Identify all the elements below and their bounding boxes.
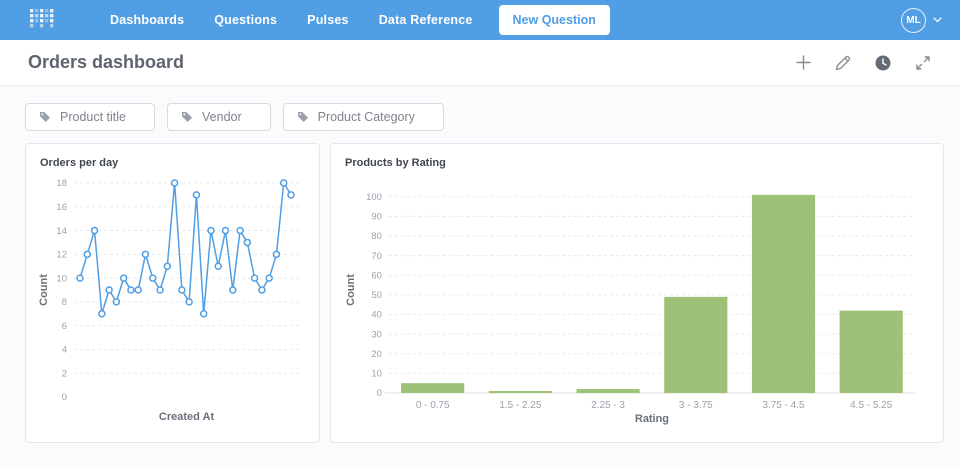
dashboard-grid: Orders per day 0 2 4 6 8 10 12 14 16 18 Created At… (0, 131, 960, 443)
add-icon[interactable] (794, 54, 812, 72)
edit-icon[interactable] (834, 54, 852, 72)
svg-text:3.75 - 4.5: 3.75 - 4.5 (762, 400, 805, 411)
svg-text:100: 100 (366, 192, 382, 203)
nav-item-questions[interactable]: Questions (214, 13, 278, 27)
svg-text:2: 2 (62, 368, 67, 379)
svg-text:0: 0 (377, 388, 382, 399)
user-menu[interactable]: ML (901, 7, 942, 33)
svg-text:90: 90 (371, 212, 382, 223)
svg-text:Count: Count (38, 274, 50, 306)
svg-text:40: 40 (371, 310, 382, 321)
header-actions (794, 54, 932, 72)
products-by-rating-bar-chart[interactable]: 0 10 20 30 40 50 60 70 80 90 100 Rating Count 0 - 0.7… (343, 171, 931, 425)
svg-text:0: 0 (62, 392, 67, 403)
svg-text:60: 60 (371, 270, 382, 281)
svg-text:1.5 - 2.25: 1.5 - 2.25 (499, 400, 542, 411)
metabase-logo[interactable] (30, 9, 54, 31)
filter-label: Product title (60, 110, 127, 124)
card-title: Orders per day (40, 157, 119, 169)
card-orders-per-day[interactable]: Orders per day 0 2 4 6 8 10 12 14 16 18 Created At… (25, 143, 320, 443)
svg-text:Rating: Rating (635, 413, 669, 425)
nav-links: Dashboards Questions Pulses Data Referen… (110, 13, 473, 27)
chevron-down-icon (933, 17, 942, 23)
svg-text:3 - 3.75: 3 - 3.75 (679, 400, 713, 411)
svg-text:20: 20 (371, 349, 382, 360)
svg-text:6: 6 (62, 321, 67, 332)
svg-text:Created At: Created At (159, 411, 215, 423)
dashboard-header: Orders dashboard (0, 40, 960, 86)
card-products-by-rating[interactable]: Products by Rating 0 10 20 30 40 50 60 70 80 90 10… (330, 143, 944, 443)
page-title: Orders dashboard (28, 52, 185, 72)
svg-text:14: 14 (56, 226, 67, 237)
svg-text:50: 50 (371, 290, 382, 301)
new-question-button[interactable]: New Question (498, 5, 610, 35)
card-title: Products by Rating (345, 157, 446, 169)
nav-item-dashboards[interactable]: Dashboards (110, 13, 185, 27)
svg-text:10: 10 (371, 369, 382, 380)
svg-text:18: 18 (56, 178, 67, 189)
avatar[interactable]: ML (901, 7, 926, 33)
svg-text:12: 12 (56, 250, 67, 261)
filter-bar: Product title Vendor Product Category (0, 86, 960, 131)
svg-text:16: 16 (56, 202, 67, 213)
svg-text:10: 10 (56, 273, 67, 284)
svg-text:0 - 0.75: 0 - 0.75 (416, 400, 450, 411)
tag-icon (181, 111, 193, 123)
svg-text:4.5 - 5.25: 4.5 - 5.25 (850, 400, 893, 411)
nav-item-data-reference[interactable]: Data Reference (378, 13, 473, 27)
filter-label: Vendor (202, 110, 242, 124)
svg-text:2.25 - 3: 2.25 - 3 (591, 400, 625, 411)
filter-product-category[interactable]: Product Category (282, 103, 444, 131)
orders-per-day-line-chart[interactable]: 0 2 4 6 8 10 12 14 16 18 Created At Count (38, 171, 309, 425)
svg-text:Count: Count (345, 274, 357, 306)
tag-icon (297, 111, 309, 123)
filter-label: Product Category (317, 110, 415, 124)
tag-icon (39, 111, 51, 123)
filter-product-title[interactable]: Product title (25, 103, 156, 131)
nav-item-pulses[interactable]: Pulses (307, 13, 349, 27)
svg-text:30: 30 (371, 329, 382, 340)
svg-text:4: 4 (62, 345, 67, 356)
history-icon[interactable] (874, 54, 892, 72)
filter-vendor[interactable]: Vendor (167, 103, 271, 131)
svg-text:70: 70 (371, 251, 382, 262)
top-nav-bar: Dashboards Questions Pulses Data Referen… (0, 0, 960, 40)
svg-text:8: 8 (62, 297, 67, 308)
svg-text:80: 80 (371, 231, 382, 242)
fullscreen-icon[interactable] (914, 54, 932, 72)
